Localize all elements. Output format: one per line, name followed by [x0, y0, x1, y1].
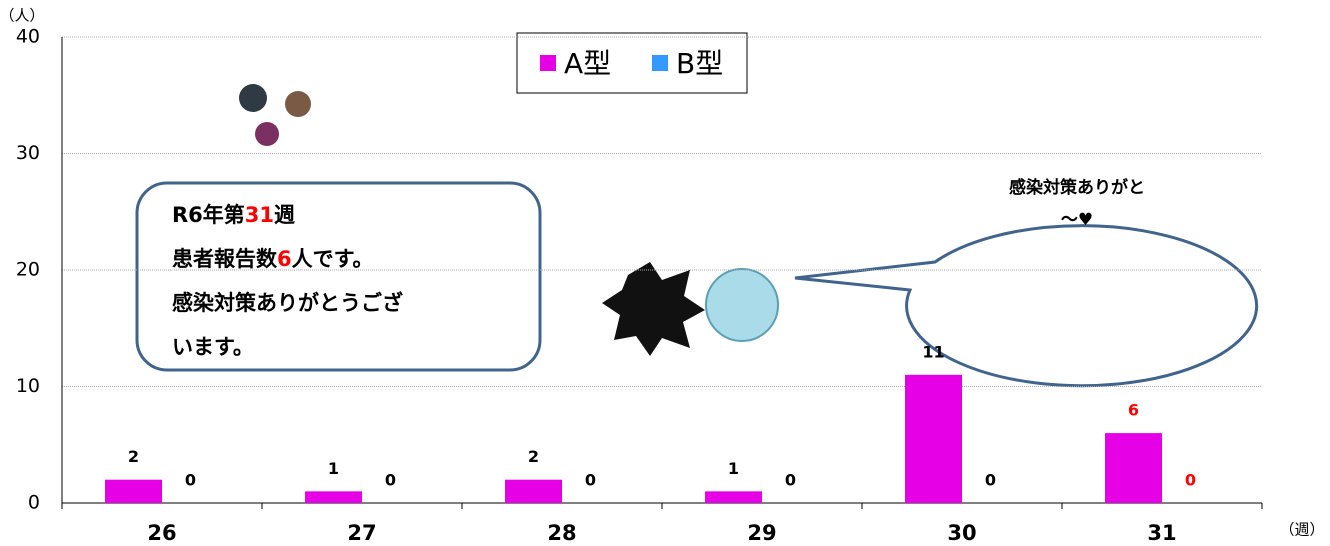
- legend-label: B型: [676, 47, 723, 80]
- y-unit: （人）: [0, 7, 45, 25]
- value-label: 0: [785, 471, 796, 490]
- bar: [305, 491, 362, 503]
- value-label: 2: [528, 447, 539, 466]
- value-label: 11: [922, 342, 944, 361]
- x-tick-label: 30: [947, 521, 976, 545]
- callout-segment: 人です。: [292, 247, 374, 271]
- callout-segment: います。: [172, 335, 254, 359]
- callout-line: います。: [172, 335, 254, 359]
- callout-segment: 週: [274, 203, 295, 227]
- callout-line: 患者報告数6人です。: [172, 247, 374, 271]
- bar: [105, 479, 162, 503]
- callout-segment: 6: [277, 247, 292, 271]
- x-tick-label: 27: [347, 521, 376, 545]
- x-tick-label: 29: [747, 521, 776, 545]
- value-label: 2: [128, 447, 139, 466]
- callout-segment: 感染対策ありがとうござ: [172, 291, 403, 315]
- callout-segment: 31: [245, 203, 274, 227]
- y-tick-label: 0: [28, 492, 40, 514]
- legend-swatch: [540, 55, 556, 71]
- bar: [705, 491, 762, 503]
- value-label: 0: [585, 471, 596, 490]
- bar: [1105, 433, 1162, 503]
- speech-text: 感染対策ありがと〜♥: [1009, 177, 1145, 230]
- bar: [905, 374, 962, 503]
- y-tick-label: 40: [16, 26, 40, 48]
- value-label: 1: [728, 459, 739, 478]
- x-tick-label: 31: [1147, 521, 1176, 545]
- value-label: 6: [1128, 401, 1139, 420]
- y-tick-label: 30: [16, 142, 40, 164]
- value-label: 0: [385, 471, 396, 490]
- callout-line: 感染対策ありがとうござ: [172, 291, 403, 315]
- value-label: 1: [328, 459, 339, 478]
- speech-line: 〜♥: [1061, 210, 1093, 230]
- y-tick-label: 20: [16, 259, 40, 281]
- value-label: 0: [185, 471, 196, 490]
- virus-illustration-2: [602, 262, 779, 356]
- callout-line: R6年第31週: [172, 203, 295, 227]
- legend-swatch: [652, 55, 668, 71]
- value-label: 0: [985, 471, 996, 490]
- legend: A型 B型: [516, 32, 748, 94]
- callout-segment: R6年第: [172, 203, 245, 227]
- callout-box: [135, 181, 542, 372]
- x-unit: （週）: [1279, 521, 1324, 539]
- callout-segment: 患者報告数: [172, 247, 278, 271]
- legend-label: A型: [564, 47, 611, 80]
- speech-bubble: [794, 224, 1259, 388]
- speech-line: 感染対策ありがと: [1009, 177, 1145, 198]
- bar: [505, 479, 562, 503]
- value-label: 0: [1185, 471, 1196, 490]
- x-tick-label: 26: [147, 521, 176, 545]
- y-tick-label: 10: [16, 375, 40, 397]
- x-tick-label: 28: [547, 521, 576, 545]
- virus-illustration: [239, 84, 311, 146]
